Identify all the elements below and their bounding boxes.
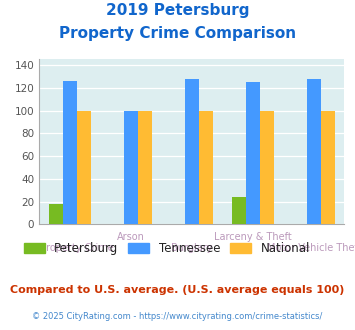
Text: © 2025 CityRating.com - https://www.cityrating.com/crime-statistics/: © 2025 CityRating.com - https://www.city… — [32, 312, 323, 321]
Bar — [321, 111, 335, 224]
Text: Larceny & Theft: Larceny & Theft — [214, 232, 292, 242]
Text: All Property Crime: All Property Crime — [25, 243, 114, 252]
Bar — [307, 79, 321, 224]
Bar — [260, 111, 274, 224]
Bar — [49, 204, 62, 224]
Text: 2019 Petersburg: 2019 Petersburg — [106, 3, 249, 18]
Legend: Petersburg, Tennessee, National: Petersburg, Tennessee, National — [24, 242, 310, 255]
Text: Property Crime Comparison: Property Crime Comparison — [59, 26, 296, 41]
Bar — [199, 111, 213, 224]
Bar — [232, 197, 246, 224]
Bar — [62, 81, 77, 224]
Bar — [77, 111, 91, 224]
Bar — [246, 82, 260, 224]
Text: Compared to U.S. average. (U.S. average equals 100): Compared to U.S. average. (U.S. average … — [10, 285, 345, 295]
Bar — [185, 79, 199, 224]
Text: Arson: Arson — [117, 232, 144, 242]
Text: Motor Vehicle Theft: Motor Vehicle Theft — [267, 243, 355, 252]
Bar — [124, 111, 138, 224]
Bar — [138, 111, 152, 224]
Text: Burglary: Burglary — [171, 243, 212, 252]
